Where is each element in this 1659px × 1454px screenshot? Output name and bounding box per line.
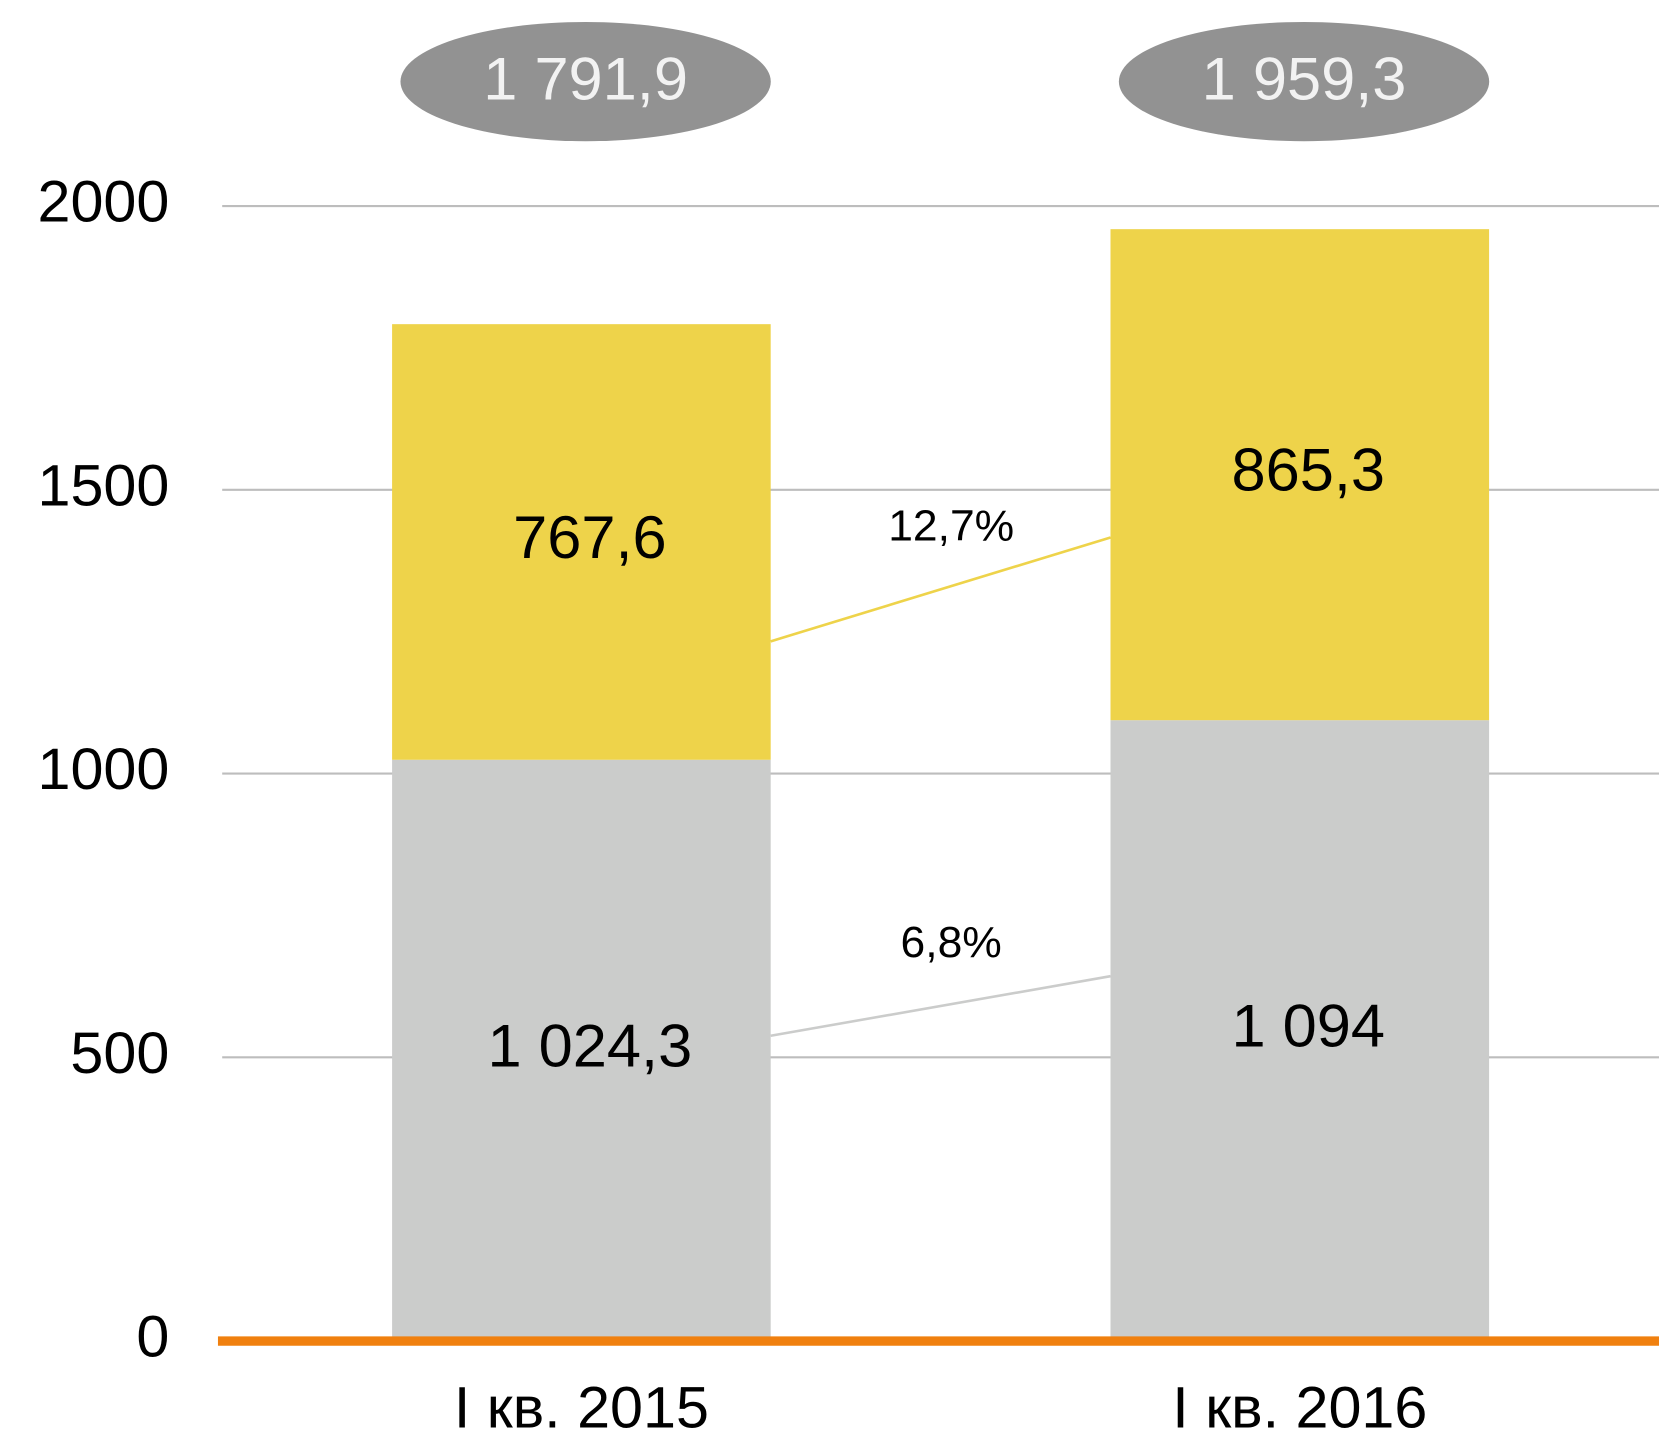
bar-segment bbox=[392, 759, 771, 1342]
growth-annotation: 12,7% bbox=[888, 502, 1014, 551]
bar-segment bbox=[1110, 229, 1490, 721]
y-tick-label: 2000 bbox=[37, 170, 169, 235]
growth-annotation: 6,8% bbox=[901, 918, 1002, 967]
bar-segment bbox=[392, 324, 771, 760]
y-tick-label: 1000 bbox=[37, 737, 169, 802]
y-tick-label: 500 bbox=[70, 1021, 169, 1086]
total-bubble bbox=[1118, 21, 1490, 142]
y-tick-label: 0 bbox=[136, 1305, 169, 1370]
x-tick-label: I кв. 2016 bbox=[1172, 1376, 1427, 1441]
data-label: 865,3 bbox=[1231, 436, 1385, 504]
connector-line bbox=[770, 536, 1111, 643]
y-tick-label: 1500 bbox=[37, 454, 169, 519]
data-label: 1 094 bbox=[1231, 992, 1385, 1060]
connector-line bbox=[770, 974, 1111, 1038]
total-bubble bbox=[400, 21, 771, 142]
total-label: 1 959,3 bbox=[1202, 45, 1407, 113]
total-label: 1 791,9 bbox=[483, 45, 688, 113]
bar-segment bbox=[1110, 720, 1490, 1342]
data-label: 1 024,3 bbox=[488, 1012, 693, 1080]
data-label: 767,6 bbox=[513, 503, 667, 571]
x-tick-label: I кв. 2015 bbox=[454, 1376, 709, 1441]
